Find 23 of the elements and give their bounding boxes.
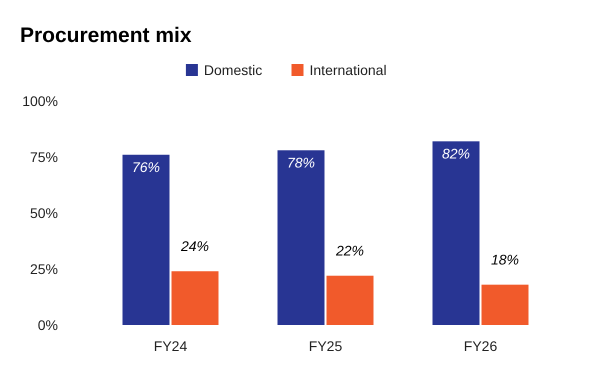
legend-label: International bbox=[310, 62, 387, 78]
y-tick-label: 25% bbox=[30, 261, 58, 277]
data-label: 82% bbox=[442, 145, 470, 162]
y-tick-label: 100% bbox=[22, 93, 58, 109]
chart-title: Procurement mix bbox=[20, 24, 192, 47]
y-tick-label: 75% bbox=[30, 149, 58, 165]
data-label: 18% bbox=[490, 252, 520, 268]
data-label: 76% bbox=[132, 158, 160, 175]
data-label: 78% bbox=[286, 154, 316, 170]
y-tick-label: 50% bbox=[30, 205, 58, 221]
x-tick-label: FY26 bbox=[464, 338, 498, 354]
bar bbox=[122, 154, 170, 325]
bar bbox=[172, 271, 218, 325]
x-tick-label: FY24 bbox=[154, 338, 188, 354]
y-tick-label: 0% bbox=[38, 317, 58, 333]
bar bbox=[326, 276, 374, 325]
bar bbox=[432, 141, 480, 325]
x-tick-label: FY25 bbox=[308, 338, 342, 354]
bar bbox=[278, 150, 324, 325]
legend-label: Domestic bbox=[204, 62, 262, 78]
bar bbox=[482, 284, 528, 325]
data-label: 22% bbox=[334, 242, 364, 259]
data-label: 24% bbox=[180, 238, 210, 254]
